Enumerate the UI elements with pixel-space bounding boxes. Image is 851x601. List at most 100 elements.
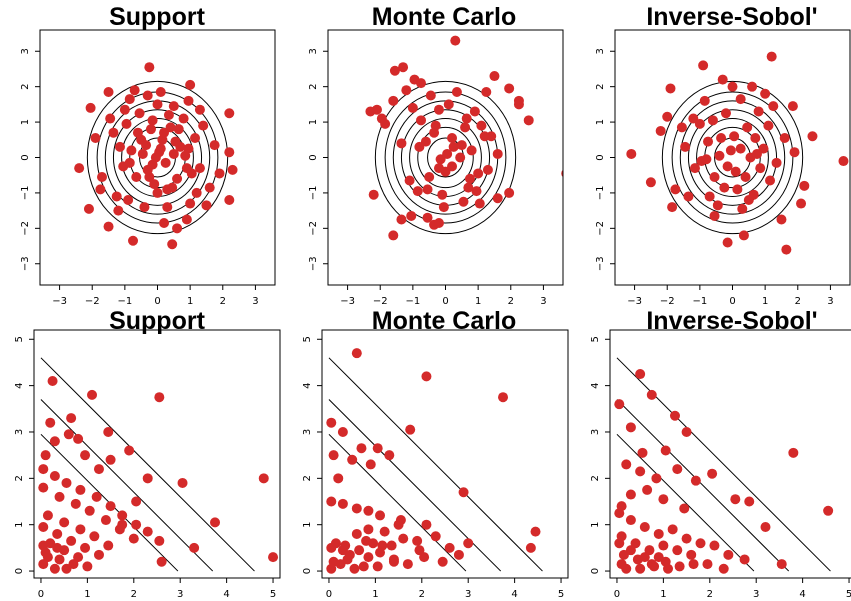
data-point: [258, 473, 269, 484]
plot-area: [74, 62, 238, 250]
data-point: [85, 102, 96, 113]
data-point: [375, 510, 386, 521]
y-tick-label: 0: [302, 568, 313, 574]
data-point: [91, 491, 102, 502]
data-point: [447, 133, 458, 144]
data-point: [421, 519, 432, 530]
data-point: [386, 540, 397, 551]
data-point: [781, 244, 792, 255]
data-point: [173, 124, 184, 135]
data-point: [152, 99, 163, 110]
data-point: [363, 552, 374, 563]
data-point: [807, 131, 818, 142]
data-point: [368, 538, 379, 549]
data-point: [637, 447, 648, 458]
data-point: [371, 104, 382, 115]
data-point: [476, 120, 487, 131]
data-point: [186, 168, 197, 179]
x-tick-label: 0: [442, 296, 448, 307]
x-tick-label: 0: [729, 296, 735, 307]
y-tick-label: −2: [20, 221, 31, 236]
y-tick-label: 3: [590, 429, 601, 435]
data-point: [695, 538, 706, 549]
data-point: [398, 62, 409, 73]
x-tick-label: 4: [223, 589, 229, 600]
data-point: [330, 538, 341, 549]
data-point: [152, 187, 163, 198]
data-point: [129, 85, 140, 96]
panel-title: Inverse-Sobol': [646, 3, 817, 31]
data-point: [162, 202, 173, 213]
data-point: [401, 85, 412, 96]
data-point: [372, 443, 383, 454]
data-point: [142, 473, 153, 484]
data-point: [735, 94, 746, 105]
data-point: [614, 508, 625, 519]
data-point: [142, 526, 153, 537]
data-point: [131, 496, 142, 507]
data-point: [751, 148, 762, 159]
data-point: [448, 141, 459, 152]
x-tick-label: 2: [419, 589, 425, 600]
data-point: [358, 561, 369, 572]
y-tick-label: 0: [590, 568, 601, 574]
data-point: [54, 554, 65, 565]
y-tick-label: 2: [308, 83, 319, 89]
y-tick-label: −3: [595, 256, 606, 271]
y-tick-label: 2: [20, 83, 31, 89]
y-tick-label: 4: [302, 382, 313, 388]
data-point: [59, 517, 70, 528]
data-point: [38, 464, 49, 475]
data-point: [335, 559, 346, 570]
contour-line: [328, 357, 543, 572]
data-point: [61, 477, 72, 488]
data-point: [198, 120, 209, 131]
contour-line: [40, 357, 255, 572]
plot-area: [38, 357, 279, 574]
x-tick-label: 1: [475, 296, 481, 307]
data-point: [443, 99, 454, 110]
data-point: [389, 65, 400, 76]
y-tick-label: 3: [595, 48, 606, 54]
data-point: [460, 122, 471, 133]
contour-line: [671, 91, 794, 224]
data-point: [658, 540, 669, 551]
y-tick-label: 1: [308, 119, 319, 125]
data-point: [351, 528, 362, 539]
data-point: [456, 140, 467, 151]
data-point: [625, 422, 636, 433]
data-point: [97, 171, 108, 182]
data-point: [204, 182, 215, 193]
data-point: [333, 473, 344, 484]
data-point: [712, 200, 723, 211]
data-point: [103, 221, 114, 232]
data-point: [126, 145, 137, 156]
data-point: [653, 552, 664, 563]
x-tick-label: 0: [326, 589, 332, 600]
data-point: [481, 86, 492, 97]
data-point: [63, 429, 74, 440]
data-point: [438, 202, 449, 213]
data-point: [681, 533, 692, 544]
data-point: [753, 106, 764, 117]
data-point: [683, 191, 694, 202]
y-tick-label: 3: [14, 429, 25, 435]
contour-line: [687, 109, 778, 206]
data-point: [662, 111, 673, 122]
data-point: [178, 113, 189, 124]
data-point: [326, 563, 337, 574]
plot-area: [614, 357, 834, 574]
data-point: [646, 389, 657, 400]
data-point: [395, 515, 406, 526]
data-point: [626, 148, 637, 159]
data-point: [479, 131, 490, 142]
data-point: [103, 426, 114, 437]
data-point: [455, 152, 466, 163]
data-point: [463, 538, 474, 549]
data-point: [172, 173, 183, 184]
data-point: [799, 180, 810, 191]
data-point: [722, 161, 733, 172]
data-point: [185, 79, 196, 90]
data-point: [694, 118, 705, 129]
